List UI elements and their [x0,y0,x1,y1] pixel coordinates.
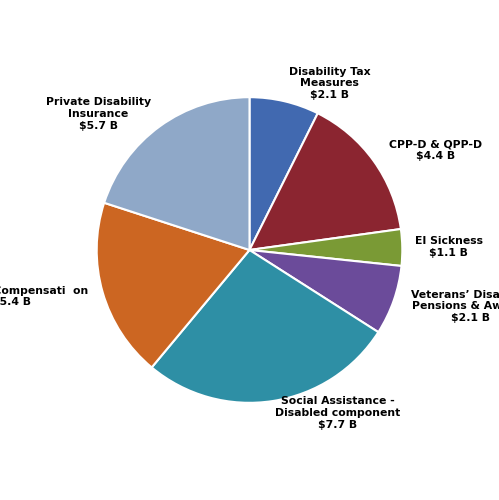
Wedge shape [250,229,402,266]
Wedge shape [250,250,402,332]
Wedge shape [97,203,250,368]
Text: Social Assistance -
Disabled component
$7.7 B: Social Assistance - Disabled component $… [275,396,400,430]
Wedge shape [250,114,401,250]
Text: Veterans’ Disability
Pensions & Awards
$2.1 B: Veterans’ Disability Pensions & Awards $… [411,290,499,323]
Text: Workers’ Compensati  on
$5.4 B: Workers’ Compensati on $5.4 B [0,286,88,308]
Wedge shape [250,97,318,250]
Text: Disability Tax
Measures
$2.1 B: Disability Tax Measures $2.1 B [289,67,370,100]
Text: Private Disability
Insurance
$5.7 B: Private Disability Insurance $5.7 B [45,98,151,130]
Text: EI Sickness
$1.1 B: EI Sickness $1.1 B [415,236,483,258]
Wedge shape [152,250,378,403]
Text: CPP-D & QPP-D
$4.4 B: CPP-D & QPP-D $4.4 B [389,140,482,161]
Wedge shape [104,97,250,250]
